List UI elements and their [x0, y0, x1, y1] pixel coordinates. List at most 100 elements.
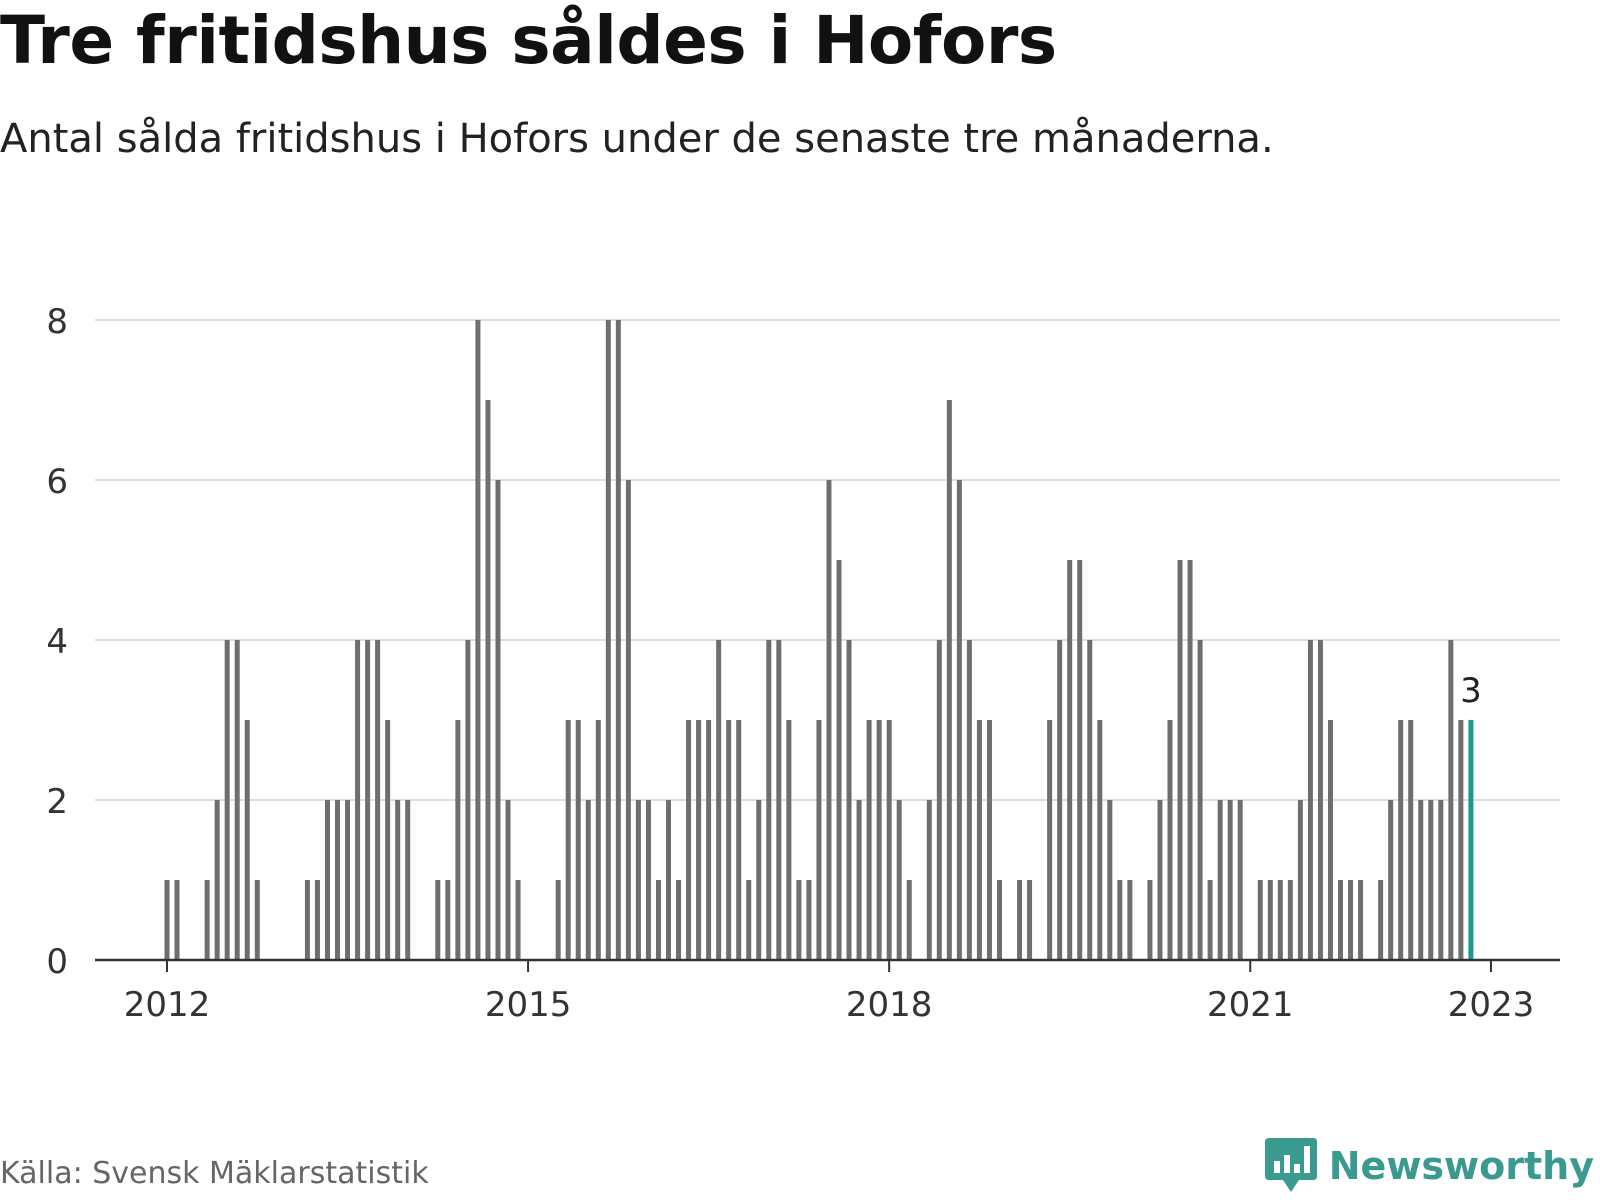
- bar: [976, 720, 982, 960]
- bar: [876, 720, 882, 960]
- bar: [515, 880, 521, 960]
- bar: [1438, 800, 1444, 960]
- y-tick-label: 4: [46, 622, 68, 662]
- newsworthy-logo-icon: [1264, 1138, 1317, 1192]
- bar: [986, 720, 992, 960]
- bar: [786, 720, 792, 960]
- bar: [1087, 640, 1093, 960]
- bar: [214, 800, 220, 960]
- bar: [1317, 640, 1323, 960]
- bar: [174, 880, 180, 960]
- bar: [395, 800, 401, 960]
- bar: [455, 720, 461, 960]
- bar: [1047, 720, 1053, 960]
- bar: [625, 480, 631, 960]
- bar: [385, 720, 391, 960]
- bar: [1398, 720, 1404, 960]
- bar: [1127, 880, 1133, 960]
- bar: [686, 720, 692, 960]
- y-tick-label: 0: [46, 942, 68, 982]
- x-tick-label: 2015: [485, 985, 572, 1025]
- bar: [1107, 800, 1113, 960]
- chart-subtitle: Antal sålda fritidshus i Hofors under de…: [0, 116, 1274, 162]
- bar: [1157, 800, 1163, 960]
- bar: [555, 880, 561, 960]
- bar: [1257, 880, 1263, 960]
- bar: [1187, 560, 1193, 960]
- bar: [605, 320, 611, 960]
- bar: [475, 320, 481, 960]
- bar: [1227, 800, 1233, 960]
- bar: [655, 880, 661, 960]
- x-tick-label: 2023: [1448, 985, 1535, 1025]
- bar: [435, 880, 441, 960]
- bar: [1077, 560, 1083, 960]
- bar: [666, 800, 671, 960]
- bar: [445, 880, 451, 960]
- source-note: Källa: Svensk Mäklarstatistik: [0, 1156, 429, 1191]
- bar: [776, 640, 782, 960]
- bar: [1027, 880, 1033, 960]
- bar: [1428, 800, 1434, 960]
- bar: [1307, 640, 1313, 960]
- bar: [1448, 640, 1454, 960]
- y-tick-label: 6: [46, 462, 68, 502]
- bar: [886, 720, 892, 960]
- bar: [756, 800, 762, 960]
- brand-name: Newsworthy: [1328, 1144, 1594, 1188]
- bar: [1338, 880, 1344, 960]
- bar: [746, 880, 752, 960]
- bar: [224, 640, 230, 960]
- bar: [826, 480, 832, 960]
- bar: [234, 640, 240, 960]
- bar: [254, 880, 260, 960]
- bar: [736, 720, 742, 960]
- bar: [1067, 560, 1073, 960]
- bar: [355, 640, 361, 960]
- bar-chart: 0 2 4 6 8 2012 2015 2018 2021 2023 3: [46, 302, 1560, 1025]
- bar: [244, 720, 250, 960]
- bar: [706, 720, 712, 960]
- bar: [1217, 800, 1223, 960]
- bar: [956, 480, 962, 960]
- bar: [766, 640, 772, 960]
- newsworthy-brand[interactable]: Newsworthy: [1264, 1138, 1594, 1194]
- bar: [365, 640, 371, 960]
- bar: [1458, 720, 1464, 960]
- bar: [906, 880, 912, 960]
- bar: [1177, 560, 1183, 960]
- highlight-value-label: 3: [1460, 671, 1482, 711]
- bar: [846, 640, 852, 960]
- bar: [505, 800, 511, 960]
- bar: [635, 800, 641, 960]
- highlight-bar: [1468, 720, 1474, 960]
- bar: [1207, 880, 1213, 960]
- bar: [615, 320, 621, 960]
- x-tick-label: 2021: [1207, 985, 1294, 1025]
- bar: [314, 880, 320, 960]
- bar: [896, 800, 902, 960]
- bar: [405, 800, 411, 960]
- bar: [996, 880, 1002, 960]
- bar: [936, 640, 942, 960]
- bar: [335, 800, 341, 960]
- bar: [324, 800, 330, 960]
- bar: [495, 480, 501, 960]
- bar: [1167, 720, 1173, 960]
- bar: [1117, 880, 1123, 960]
- bar: [1388, 800, 1394, 960]
- bar: [565, 720, 571, 960]
- chart-title: Tre fritidshus såldes i Hofors: [0, 2, 1057, 79]
- bar: [585, 800, 591, 960]
- bar: [1418, 800, 1424, 960]
- bar: [946, 400, 952, 960]
- bar: [966, 640, 972, 960]
- bar: [676, 880, 682, 960]
- bar: [1097, 720, 1103, 960]
- bar: [485, 400, 491, 960]
- bar: [1277, 880, 1283, 960]
- bar: [926, 800, 932, 960]
- bar: [836, 560, 842, 960]
- bar: [204, 880, 210, 960]
- bar: [866, 720, 872, 960]
